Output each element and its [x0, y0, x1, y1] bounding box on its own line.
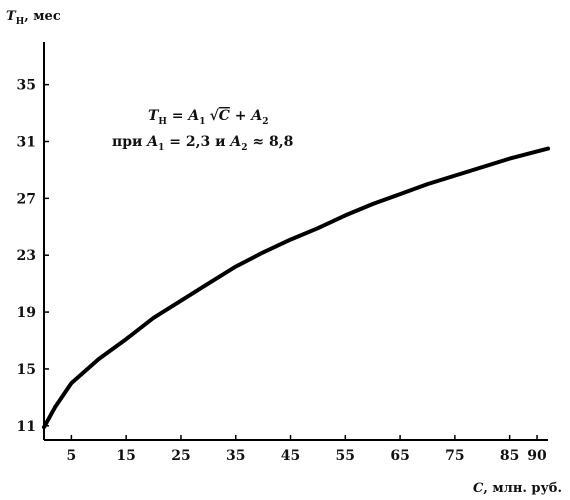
x-tick-label: 65	[390, 448, 409, 464]
y-ticks: 11 15 19 23 27 31 35	[17, 78, 49, 435]
x-tick-label: 75	[445, 448, 464, 464]
y-tick-label: 15	[17, 362, 36, 378]
x-tick-label: 85	[500, 448, 519, 464]
x-tick-label: 90	[527, 448, 547, 464]
x-tick-label: 5	[67, 448, 77, 464]
x-tick-label: 55	[336, 448, 355, 464]
formula-annotation: TH = A1 √C + A2 при A1 = 2,3 и A2 ≈ 8,8	[112, 108, 293, 153]
x-tick-label: 15	[116, 448, 135, 464]
x-axis-label: C, млн. руб.	[473, 481, 562, 496]
y-tick-label: 23	[17, 248, 36, 264]
y-tick-label: 31	[17, 135, 36, 151]
y-tick-label: 11	[17, 419, 36, 435]
series-line	[42, 146, 550, 430]
x-tick-label: 45	[281, 448, 300, 464]
y-tick-label: 19	[17, 305, 36, 321]
y-tick-label: 35	[17, 78, 36, 94]
x-tick-label: 35	[226, 448, 245, 464]
y-axis-label: TH, мес	[6, 9, 61, 27]
formula-line-2: при A1 = 2,3 и A2 ≈ 8,8	[112, 134, 293, 153]
y-tick-label: 27	[17, 191, 36, 207]
formula-line-1: TH = A1 √C + A2	[148, 108, 269, 127]
x-tick-label: 25	[171, 448, 190, 464]
x-ticks: 5 15 25 35 45 55 65 75 85 90	[67, 435, 547, 464]
